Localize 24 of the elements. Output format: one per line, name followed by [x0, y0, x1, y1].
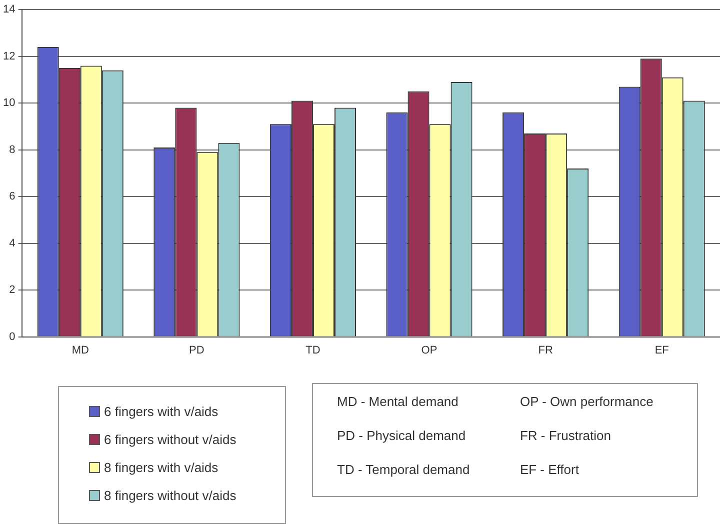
x-tick-label: EF: [654, 344, 670, 356]
text: OP - Own performance: [520, 393, 654, 411]
text: PD - Physical demand: [337, 427, 467, 445]
y-tick-label: 10: [2, 97, 16, 110]
x-tick-label: PD: [189, 344, 204, 356]
legend-label: 6 fingers without v/aids: [104, 432, 236, 446]
y-tick-label: 6: [9, 190, 16, 203]
y-tick-label: 14: [2, 4, 16, 16]
y-tick-label: 12: [2, 50, 16, 62]
text: TD - Temporal demand: [337, 461, 471, 479]
x-tick-label: FR: [538, 344, 553, 356]
legend-label: 8 fingers without v/aids: [104, 488, 236, 502]
y-tick-label: 4: [9, 237, 16, 250]
y-tick-label: 0: [9, 330, 16, 343]
y-tick-label: 2: [9, 284, 16, 296]
legend-label: 8 fingers with v/aids: [104, 460, 218, 474]
legend-label: 6 fingers with v/aids: [104, 404, 218, 418]
y-tick-label: 8: [9, 144, 16, 156]
x-tick-label: OP: [421, 344, 438, 356]
x-tick-label: MD: [72, 344, 89, 356]
x-tick-label: TD: [306, 344, 320, 356]
text: MD - Mental demand: [337, 393, 460, 411]
text: EF - Effort: [520, 461, 580, 479]
text: FR - Frustration: [520, 427, 612, 445]
